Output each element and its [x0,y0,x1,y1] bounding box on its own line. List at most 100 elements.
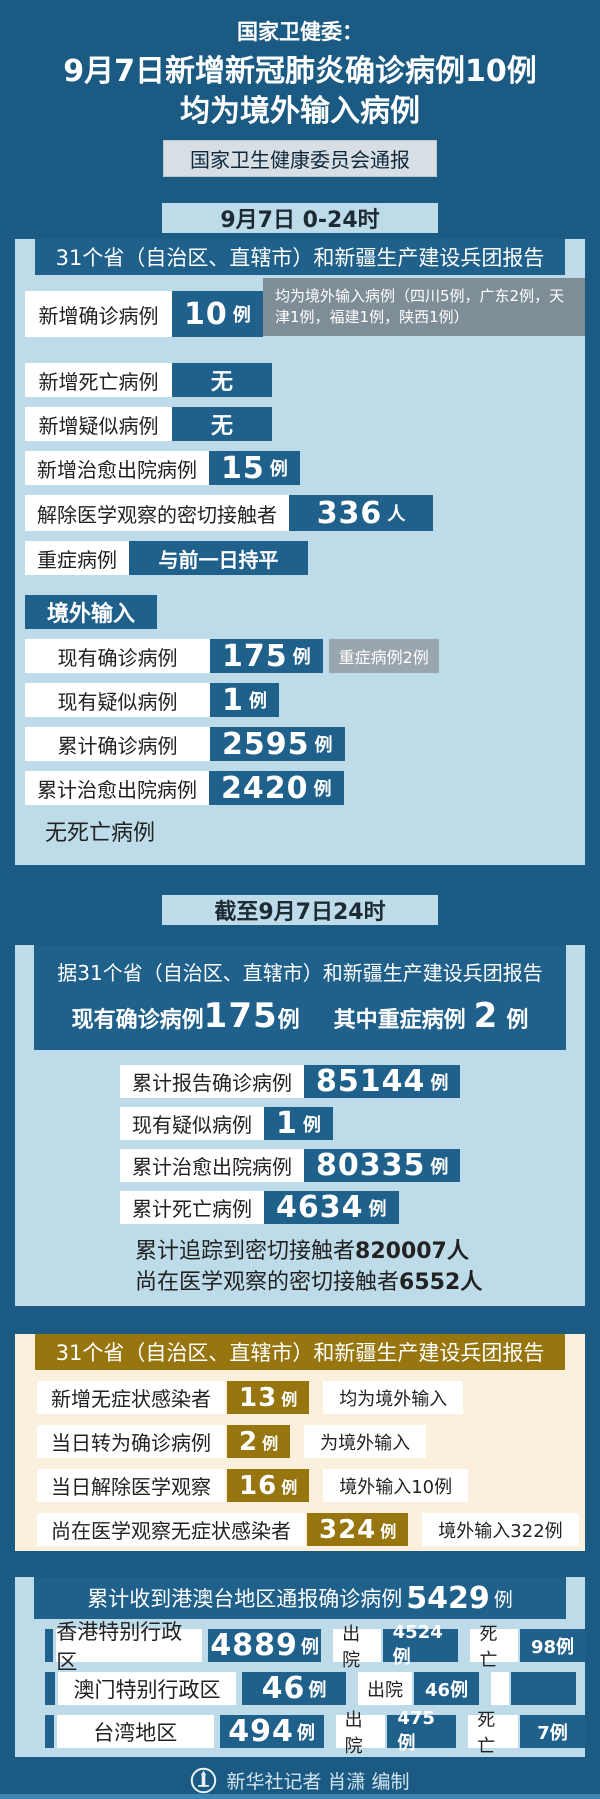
stat-row-new-deaths: 新增死亡病例 无 [25,363,585,397]
stat-label: 累计确诊病例 [25,727,210,761]
stat-number: 16 [239,1470,278,1501]
region-label: 台湾地区 [56,1715,214,1748]
stat-value-box: 1 例 [264,1106,333,1141]
deaths-label: 死亡 [470,1624,518,1671]
section1-banner: 31个省（自治区、直辖市）和新疆生产建设兵团报告 [35,239,565,275]
stat-row-cumulative-confirmed: 累计报告确诊病例 85144 例 [120,1064,585,1099]
discharged-label: 出院 [335,1710,386,1757]
stat-note: 均为境外输入 [323,1381,464,1414]
deaths-value: 7例 [520,1715,585,1748]
stat-value-box: 80335 例 [304,1148,461,1183]
stat-label: 现有疑似病例 [120,1107,264,1140]
section4-panel: 累计收到港澳台地区通报确诊病例 5429 例 香港特别行政区 4889 例 出院… [15,1577,585,1757]
region-row-hongkong: 香港特别行政区 4889 例 出院 4524例 死亡 98例 [45,1620,585,1674]
stat-row-new-asymptomatic: 新增无症状感染者 13 例 均为境外输入 [37,1381,585,1414]
stat-label: 当日解除医学观察 [37,1469,225,1502]
stat-number: 80335 [316,1148,426,1183]
stat-unit: 例 [368,1198,387,1220]
section2-panel: 据31个省（自治区、直辖市）和新疆生产建设兵团报告 现有确诊病例 175 例 其… [15,945,585,1306]
stat-number: 2420 [221,770,309,806]
stat-row-under-observation-asymptomatic: 尚在医学观察无症状感染者 324 例 境外输入322例 [37,1513,585,1546]
discharged-value: 4524例 [382,1622,459,1668]
footer: 新华社记者 肖潇 编制 [0,1767,600,1794]
contact-tracing-notes: 累计追踪到密切接触者820007人 尚在医学观察的密切接触者6552人 [135,1236,585,1306]
title-line-2: 均为境外输入病例 [180,94,420,129]
stat-label: 新增确诊病例 [25,291,172,337]
stat-value-box: 无 [172,363,272,397]
section1-tab: 9月7日 0-24时 [162,203,438,233]
stat-row-new-confirmed: 新增确诊病例 10 例 均为境外输入病例（四川5例，广东2例，天津1例，福建1例… [25,278,585,337]
stat-label: 重症病例 [25,541,129,575]
header: 国家卫健委： 9月7日新增新冠肺炎确诊病例10例 均为境外输入病例 国家卫生健康… [0,0,600,177]
stat-label: 尚在医学观察无症状感染者 [37,1513,305,1546]
severe-note: 重症病例2例 [328,639,439,673]
stat-value-box: 324 例 [307,1513,409,1546]
stat-label: 当日转为确诊病例 [37,1425,225,1458]
stat-label: 现有疑似病例 [25,683,210,717]
deaths-value [511,1672,576,1705]
stat-value-box: 85144 例 [304,1064,461,1099]
stat-label: 解除医学观察的密切接触者 [25,495,289,531]
stat-row-severe: 重症病例 与前一日持平 [25,541,585,575]
note-line: 累计追踪到密切接触者820007人 [135,1239,469,1264]
stat-row-imported-cumulative: 累计确诊病例 2595 例 [25,727,585,762]
stat-unit: 人 [387,504,406,525]
stat-label: 新增治愈出院病例 [25,451,209,485]
stat-value-box: 16 例 [227,1469,310,1502]
severe-cases-unit: 例 [506,1008,529,1033]
bullet-bar [45,1672,55,1705]
imported-breakdown-note: 均为境外输入病例（四川5例，广东2例，天津1例，福建1例，陕西1例） [263,278,585,336]
banner-line-1: 据31个省（自治区、直辖市）和新疆生产建设兵团报告 [57,961,543,985]
stat-unit: 例 [262,1433,279,1453]
stat-number: 85144 [316,1064,426,1099]
stat-label: 新增疑似病例 [25,407,172,441]
footer-credit: 新华社记者 肖潇 编制 [226,1771,410,1793]
stat-value-box: 10 例 [172,291,263,337]
source-kicker: 国家卫健委： [237,20,363,44]
deaths-value: 98例 [520,1629,585,1662]
source-badge: 国家卫生健康委员会通报 [163,140,437,177]
severe-cases-label: 其中重症病例 [333,1008,466,1033]
stat-unit: 例 [430,1072,449,1094]
region-label: 香港特别行政区 [56,1620,203,1674]
stat-row-new-suspected: 新增疑似病例 无 [25,407,585,441]
severe-cases-number: 2 [473,996,499,1036]
region-number: 4889 [210,1628,298,1663]
stat-number: 1 [276,1106,298,1141]
stat-label: 新增无症状感染者 [37,1381,225,1414]
region-row-taiwan: 台湾地区 494 例 出院 475例 死亡 7例 [45,1708,585,1757]
hmt-banner-number: 5429 [406,1580,490,1616]
stat-number: 336 [316,495,383,531]
stat-row-imported-active: 现有确诊病例 175 例 重症病例2例 [25,638,585,674]
stat-row-released-observation: 解除医学观察的密切接触者 336 人 [25,495,585,531]
section2-tab: 截至9月7日24时 [162,895,438,925]
stat-word: 与前一日持平 [158,547,279,572]
stat-row-converted-confirmed: 当日转为确诊病例 2 例 为境外输入 [37,1425,585,1458]
hmt-banner-unit: 例 [493,1588,513,1611]
stat-number: 1 [222,682,244,718]
stat-value-box: 无 [172,407,272,441]
stat-word: 无 [210,414,233,439]
stat-label: 累计治愈出院病例 [120,1149,304,1182]
imported-cases-subhead: 境外输入 [25,595,157,629]
region-number: 46 [261,1671,306,1706]
stat-number: 4634 [276,1190,364,1225]
stat-value-box: 15 例 [209,451,300,486]
stat-row-released-observation-day: 当日解除医学观察 16 例 境外输入10例 [37,1469,585,1502]
discharged-label: 出院 [333,1624,381,1671]
active-cases-number: 175 [203,996,278,1036]
stat-word: 无 [210,370,233,395]
stat-note: 为境外输入 [304,1425,427,1458]
stat-label: 现有确诊病例 [25,639,210,673]
stat-unit: 例 [380,1521,397,1541]
stat-unit: 例 [292,647,311,668]
stat-row-cumulative-deaths: 累计死亡病例 4634 例 [120,1190,585,1225]
stat-number: 175 [222,638,288,674]
stat-note: 境外输入322例 [422,1513,579,1546]
section4-banner: 累计收到港澳台地区通报确诊病例 5429 例 [34,1577,566,1619]
section3-panel: 31个省（自治区、直辖市）和新疆生产建设兵团报告 新增无症状感染者 13 例 均… [15,1334,585,1551]
stat-row-cumulative-recovered: 累计治愈出院病例 80335 例 [120,1148,585,1183]
stat-number: 2 [239,1426,259,1457]
discharged-label: 出院 [358,1672,412,1705]
stat-label: 累计报告确诊病例 [120,1065,304,1098]
